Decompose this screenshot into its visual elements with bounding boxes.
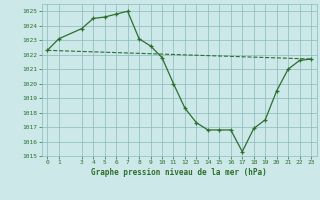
X-axis label: Graphe pression niveau de la mer (hPa): Graphe pression niveau de la mer (hPa): [91, 168, 267, 177]
